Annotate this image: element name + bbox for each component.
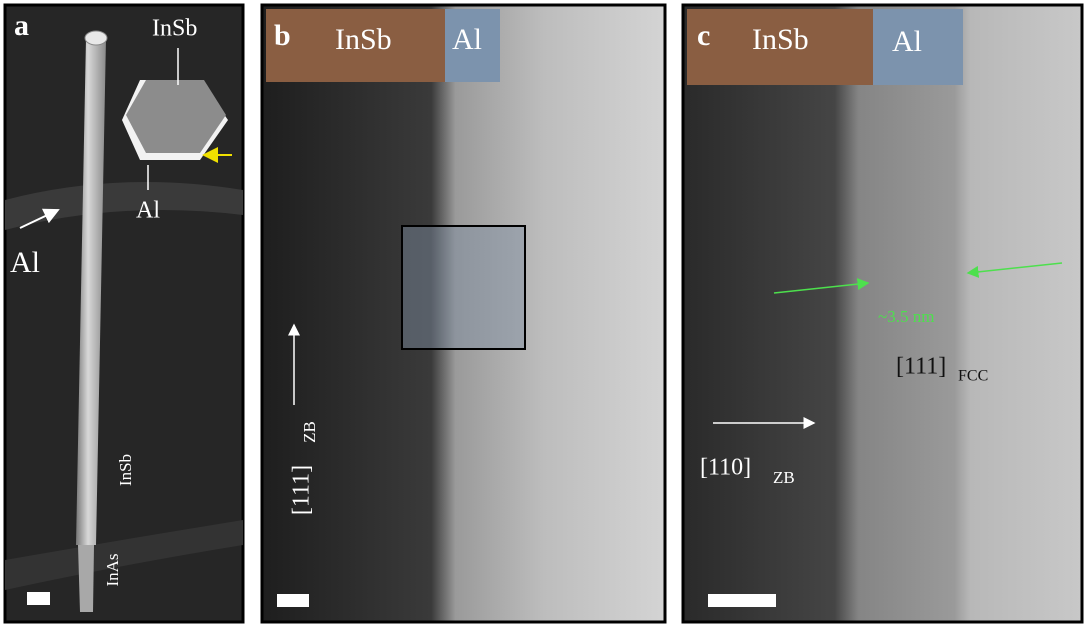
- wire-label: InAs: [103, 553, 122, 586]
- panel-c: c InSb Al ~3.5 nm [111] FCC [110] ZB: [683, 5, 1082, 622]
- direction-label: [111]: [896, 354, 946, 380]
- direction-subscript: ZB: [773, 468, 795, 487]
- band-label: Al: [892, 25, 922, 58]
- inset-label: InSb: [152, 16, 197, 42]
- scale-bar: [27, 592, 50, 605]
- panel-letter: b: [274, 19, 291, 52]
- band-label: InSb: [752, 23, 809, 56]
- arrow-label: Al: [10, 246, 40, 279]
- nanowire-base: [78, 545, 94, 612]
- band-label: Al: [452, 23, 482, 56]
- panel-a: a InSb Al Al InSb InAs: [5, 5, 243, 622]
- zoom-box: [402, 226, 525, 349]
- scale-bar: [277, 594, 309, 607]
- thickness-label: ~3.5 nm: [878, 307, 934, 326]
- figure: a InSb Al Al InSb InAs b InSb Al [111] Z…: [0, 0, 1085, 627]
- inset-label: Al: [136, 198, 160, 224]
- band-label: InSb: [335, 23, 392, 56]
- direction-label: [111]: [289, 465, 315, 515]
- direction-subscript: ZB: [300, 421, 319, 443]
- scale-bar: [708, 594, 776, 607]
- wire-label: InSb: [116, 454, 135, 486]
- panel-letter: c: [697, 19, 710, 52]
- nanowire-tip: [85, 31, 107, 45]
- panel-b: b InSb Al [111] ZB: [262, 5, 665, 622]
- panel-letter: a: [14, 9, 29, 42]
- direction-subscript: FCC: [958, 368, 988, 385]
- direction-label: [110]: [700, 455, 751, 481]
